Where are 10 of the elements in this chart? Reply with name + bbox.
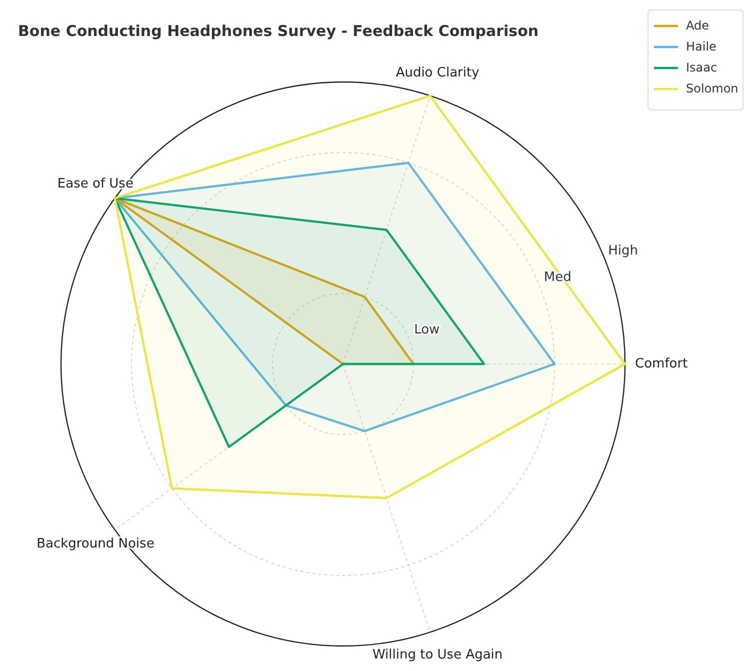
legend-label: Isaac xyxy=(686,60,718,74)
spoke-label: Audio Clarity xyxy=(396,66,480,81)
spoke-label: Willing to Use Again xyxy=(372,648,503,663)
text: Bone Conducting Headphones Survey - Feedback Comparison xyxy=(18,22,539,40)
spoke-label: Comfort xyxy=(635,356,688,372)
y-tick-label: Low xyxy=(414,322,440,338)
legend-label: Solomon xyxy=(686,81,738,96)
legend-label: Haile xyxy=(686,39,716,54)
legend-label: Ade xyxy=(686,18,709,32)
y-tick-label: High xyxy=(608,243,638,258)
